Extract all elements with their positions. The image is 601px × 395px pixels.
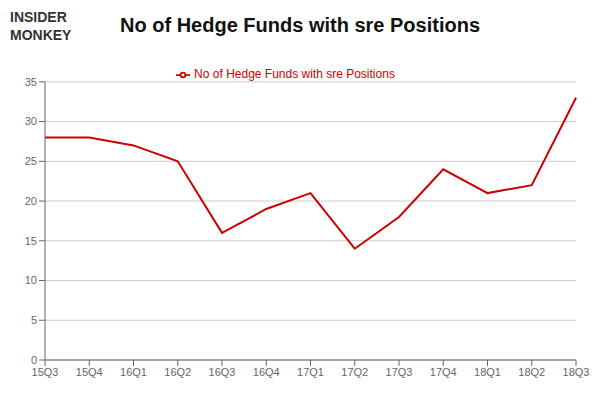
svg-text:25: 25 — [25, 155, 37, 167]
svg-text:15Q3: 15Q3 — [32, 366, 59, 378]
html-text:INSIDER: INSIDER — [10, 9, 67, 25]
svg-text:30: 30 — [25, 115, 37, 127]
svg-text:20: 20 — [25, 195, 37, 207]
svg-text:18Q3: 18Q3 — [563, 366, 590, 378]
svg-text:17Q4: 17Q4 — [430, 366, 457, 378]
svg-text:16Q2: 16Q2 — [164, 366, 191, 378]
svg-text:10: 10 — [25, 274, 37, 286]
svg-text:35: 35 — [25, 76, 37, 88]
html-text:No of Hedge Funds with sre Pos: No of Hedge Funds with sre Positions — [120, 14, 480, 36]
svg-text:16Q1: 16Q1 — [120, 366, 147, 378]
svg-text:18Q2: 18Q2 — [518, 366, 545, 378]
svg-text:16Q3: 16Q3 — [209, 366, 236, 378]
svg-text:15: 15 — [25, 235, 37, 247]
svg-text:16Q4: 16Q4 — [253, 366, 280, 378]
svg-text:0: 0 — [31, 354, 37, 366]
svg-text:17Q3: 17Q3 — [386, 366, 413, 378]
html-text:No of Hedge Funds with sre Pos: No of Hedge Funds with sre Positions — [194, 67, 395, 81]
svg-text:17Q1: 17Q1 — [297, 366, 324, 378]
svg-text:5: 5 — [31, 314, 37, 326]
svg-text:15Q4: 15Q4 — [76, 366, 103, 378]
svg-text:18Q1: 18Q1 — [474, 366, 501, 378]
html-text:MONKEY: MONKEY — [10, 27, 72, 43]
svg-text:17Q2: 17Q2 — [341, 366, 368, 378]
